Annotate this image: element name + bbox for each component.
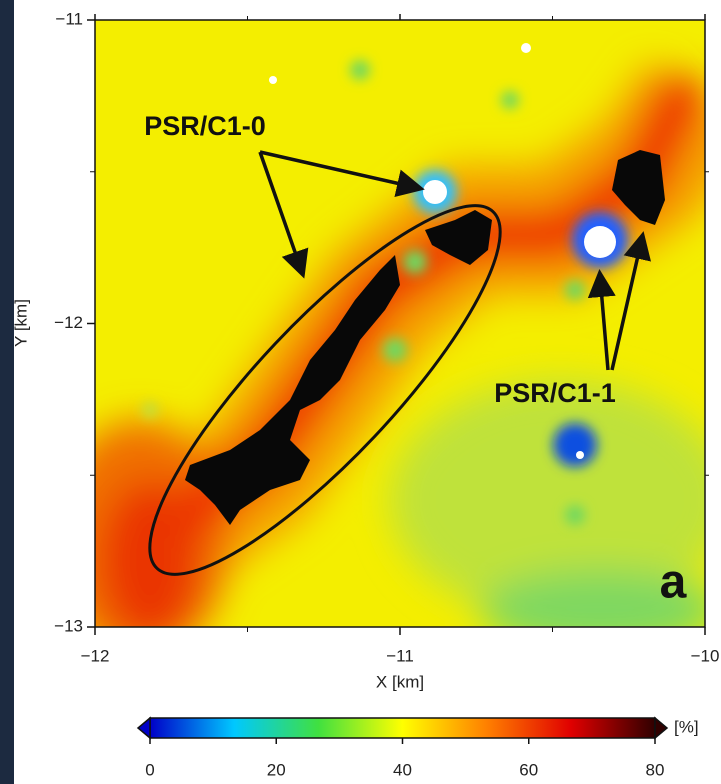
colorbar-high-end	[654, 716, 669, 740]
colorbar	[149, 717, 656, 739]
x-tick-label: −10	[691, 646, 720, 665]
y-tick-label: −12	[54, 313, 83, 332]
x-tick-label: −12	[81, 646, 110, 665]
colorbar-tick-label: 0	[145, 760, 154, 779]
colorbar-tick-label: 60	[519, 760, 538, 779]
y-tick-label: −13	[54, 616, 83, 635]
outline-ellipse	[148, 204, 502, 576]
arrows	[258, 150, 651, 371]
y-tick-label: −11	[55, 9, 83, 28]
annotation: PSR/C1-0	[144, 111, 266, 141]
annotation: PSR/C1-1	[494, 378, 616, 408]
colorbar-tick-label: 20	[267, 760, 286, 779]
photo-edge	[0, 0, 14, 784]
panel-label: a	[660, 556, 687, 609]
y-axis-label: Y [km]	[11, 299, 30, 347]
colorbar-tick-label: 40	[393, 760, 412, 779]
colorbar-low-end	[136, 716, 151, 740]
colorbar-label: [%]	[674, 717, 699, 736]
x-tick-label: −11	[386, 646, 414, 665]
colorbar-tick-label: 80	[646, 760, 665, 779]
x-axis-label: X [km]	[376, 672, 424, 691]
